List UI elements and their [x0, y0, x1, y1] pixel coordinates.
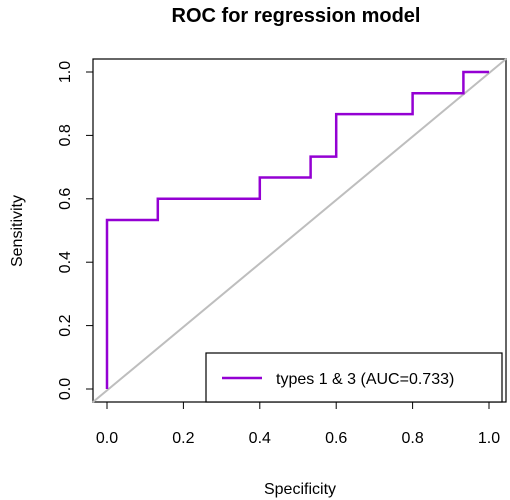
x-tick-label: 0.8: [401, 430, 423, 447]
legend: types 1 & 3 (AUC=0.733): [205, 352, 503, 403]
x-tick-label: 0.0: [96, 430, 118, 447]
plot-layer: 0.0 0.2 0.4 0.6 0.8 1.0 0.0 0.2 0.4 0.6 0.8 1.0: [57, 58, 507, 447]
y-tick-label: 0.6: [57, 188, 74, 210]
legend-label: types 1 & 3 (AUC=0.733): [276, 371, 454, 388]
y-tick-label: 1.0: [57, 61, 74, 83]
x-tick-label: 1.0: [478, 430, 500, 447]
x-axis-label: Specificity: [264, 481, 336, 498]
x-tick-label: 0.6: [325, 430, 347, 447]
legend-box: [205, 352, 503, 403]
x-tick-label: 0.4: [249, 430, 271, 447]
y-tick-label: 0.0: [57, 378, 74, 400]
roc-curve-series-0: [105, 70, 489, 389]
chart-title: ROC for regression model: [172, 5, 421, 27]
x-tick-label: 0.2: [172, 430, 194, 447]
y-tick-label: 0.4: [57, 251, 74, 273]
y-tick-label: 0.2: [57, 314, 74, 336]
y-tick-label: 0.8: [57, 124, 74, 146]
reference-diagonal: [92, 58, 507, 403]
y-axis-label: Sensitivity: [9, 195, 26, 267]
